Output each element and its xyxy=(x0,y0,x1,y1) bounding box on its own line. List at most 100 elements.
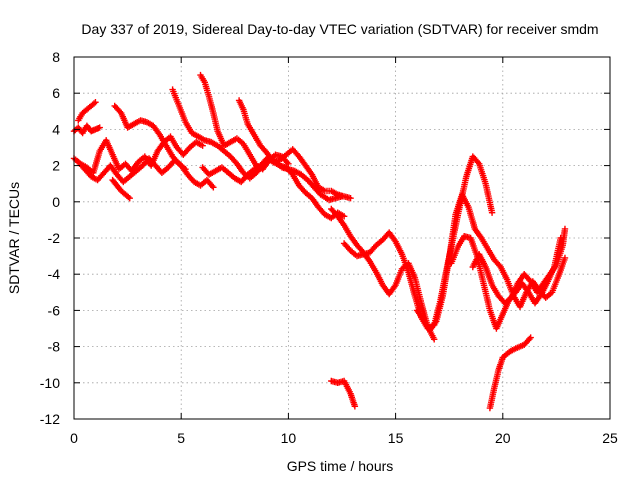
series-arc-p xyxy=(328,377,359,410)
data-point-markers xyxy=(398,251,411,274)
data-point-markers xyxy=(315,204,327,217)
y-tick-label: -2 xyxy=(48,230,61,246)
data-point-markers xyxy=(81,166,94,179)
data-point-markers xyxy=(480,280,493,312)
data-point-markers xyxy=(94,171,106,184)
series-arc-e xyxy=(111,102,189,173)
data-point-markers xyxy=(220,139,233,149)
data-point-markers xyxy=(347,390,358,408)
data-point-markers xyxy=(167,133,179,149)
data-point-markers xyxy=(182,119,194,135)
y-tick-label: -10 xyxy=(40,375,60,391)
data-point-marker xyxy=(561,254,569,262)
data-point-markers xyxy=(298,171,310,182)
data-point-markers xyxy=(75,158,87,171)
data-point-markers xyxy=(405,269,418,298)
data-point-marker xyxy=(126,194,133,202)
series-arc-j xyxy=(199,155,348,222)
data-point-markers xyxy=(476,251,488,269)
data-point-markers xyxy=(540,272,553,287)
data-point-markers xyxy=(90,149,103,176)
data-point-markers xyxy=(92,125,102,133)
data-point-markers xyxy=(310,184,323,197)
data-point-markers xyxy=(321,187,333,195)
x-tick-label: 25 xyxy=(602,430,618,446)
data-point-markers xyxy=(497,263,510,281)
x-tick-label: 15 xyxy=(388,430,404,446)
data-point-markers xyxy=(304,176,316,190)
data-point-markers xyxy=(533,281,546,296)
data-point-markers xyxy=(538,280,551,298)
data-point-markers xyxy=(156,131,169,148)
data-point-markers xyxy=(465,204,478,231)
data-point-markers xyxy=(328,187,340,197)
y-tick-label: 6 xyxy=(52,85,60,101)
data-point-markers xyxy=(295,182,308,195)
data-point-markers xyxy=(484,245,497,262)
data-point-markers xyxy=(175,102,188,124)
data-point-markers xyxy=(499,350,511,361)
data-point-markers xyxy=(392,238,405,256)
x-tick-label: 10 xyxy=(281,430,297,446)
data-point-marker xyxy=(347,194,354,202)
series-arc-k xyxy=(328,205,438,343)
grid-lines xyxy=(74,57,610,419)
y-tick-label: -6 xyxy=(48,302,61,318)
data-point-markers xyxy=(478,234,490,251)
x-tick-label: 20 xyxy=(495,430,511,446)
data-point-marker xyxy=(92,99,99,106)
data-point-markers xyxy=(240,140,252,157)
data-point-marker xyxy=(430,336,438,343)
data-point-markers xyxy=(111,102,124,115)
data-point-markers xyxy=(240,106,251,126)
data-point-markers xyxy=(446,213,459,262)
data-point-markers xyxy=(386,229,398,244)
data-point-marker xyxy=(340,213,348,220)
data-point-markers xyxy=(188,129,200,139)
data-point-markers xyxy=(548,274,561,296)
data-point-markers xyxy=(150,122,162,137)
series-arc-q xyxy=(486,334,534,412)
data-point-markers xyxy=(88,100,98,110)
data-point-markers xyxy=(201,79,212,98)
data-point-markers xyxy=(238,172,250,186)
data-point-markers xyxy=(491,256,503,269)
data-point-markers xyxy=(79,107,89,117)
data-point-markers xyxy=(516,290,529,310)
data-point-markers xyxy=(488,281,501,298)
data-point-markers xyxy=(163,142,175,158)
data-point-markers xyxy=(283,164,295,177)
data-point-markers xyxy=(411,274,424,305)
data-point-markers xyxy=(128,160,141,175)
data-point-markers xyxy=(546,263,559,278)
data-point-markers xyxy=(227,136,239,146)
data-point-markers xyxy=(458,191,471,209)
data-point-marker xyxy=(182,166,189,173)
data-point-markers xyxy=(184,171,196,184)
data-point-markers xyxy=(486,387,497,412)
data-point-markers xyxy=(476,160,489,185)
data-point-markers xyxy=(257,142,269,155)
data-point-markers xyxy=(107,162,119,177)
data-point-markers xyxy=(210,109,221,133)
data-point-markers xyxy=(508,281,521,301)
axis-ticks: 0 5 10 15 20 25 -12 -10 -8 -6 -4 -2 0 2 4 6 8 xyxy=(40,49,618,446)
y-tick-label: 4 xyxy=(52,121,60,137)
data-point-markers xyxy=(205,93,216,115)
data-point-markers xyxy=(83,103,93,113)
data-point-markers xyxy=(302,189,314,200)
data-point-markers xyxy=(235,97,246,111)
data-point-markers xyxy=(308,171,321,189)
data-point-markers xyxy=(373,238,385,249)
data-point-markers xyxy=(233,135,245,146)
data-point-markers xyxy=(250,163,263,173)
x-tick-label: 5 xyxy=(177,430,185,446)
data-point-markers xyxy=(491,368,502,392)
data-point-markers xyxy=(289,171,302,187)
data-point-markers xyxy=(454,234,467,251)
data-point-markers xyxy=(366,243,379,256)
data-point-markers xyxy=(203,176,216,190)
data-point-markers xyxy=(113,182,124,193)
data-point-markers xyxy=(118,109,130,129)
data-point-markers xyxy=(291,167,303,177)
